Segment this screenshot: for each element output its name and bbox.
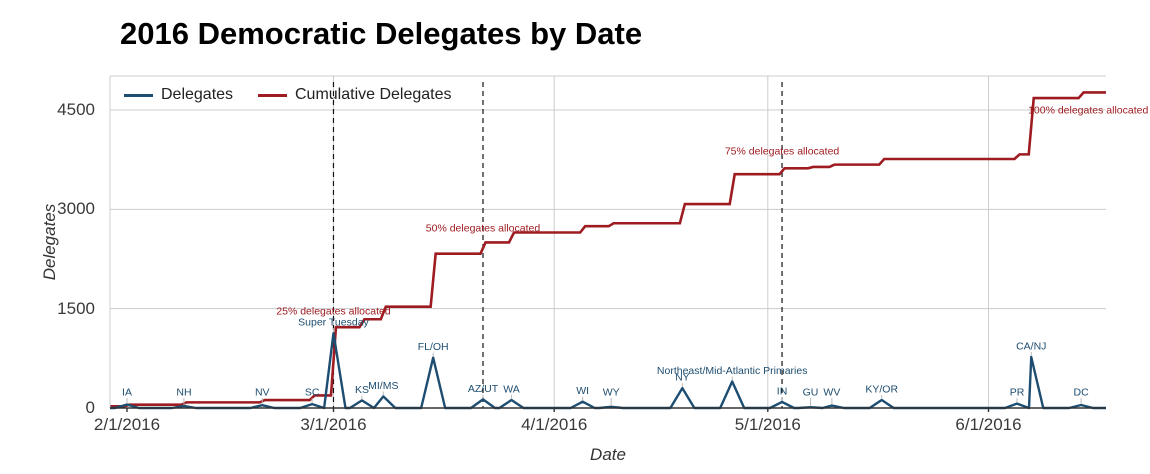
chart-title: 2016 Democratic Delegates by Date	[120, 16, 643, 51]
percent-annotation: 75% delegates allocated	[725, 145, 840, 157]
y-tick-label: 4500	[57, 100, 95, 119]
event-label: IN	[777, 385, 788, 397]
legend-item-delegates: Delegates	[124, 86, 233, 104]
legend: Delegates Cumulative Delegates	[0, 86, 1150, 104]
event-label: NY	[675, 372, 690, 384]
y-tick-label: 1500	[57, 298, 95, 318]
y-tick-label: 3000	[57, 199, 95, 219]
event-label: Northeast/Mid-Atlantic Primaries	[657, 365, 808, 377]
y-tick-label: 0	[85, 398, 95, 417]
percent-annotation: 25% delegates allocated	[276, 305, 391, 317]
x-tick-label: 4/1/2016	[521, 415, 588, 434]
x-axis-title: Date	[590, 445, 626, 464]
event-label: DC	[1073, 387, 1089, 399]
event-label: WV	[823, 387, 840, 399]
cumulative-line-swatch	[258, 93, 287, 97]
event-label: MI/MS	[368, 380, 398, 392]
x-tick-label: 2/1/2016	[93, 415, 161, 434]
x-tick-label: 5/1/2016	[734, 415, 801, 434]
event-label: SC	[305, 387, 320, 399]
event-label: KY/OR	[865, 384, 898, 396]
percent-annotation: 50% delegates allocated	[426, 223, 541, 235]
event-label: AZ/UT	[468, 383, 499, 395]
event-label: FL/OH	[418, 341, 449, 353]
cumulative-delegates-line	[110, 91, 1106, 408]
legend-label-cumulative: Cumulative Delegates	[295, 86, 452, 103]
event-label: PR	[1010, 387, 1025, 399]
y-axis-title: Delegates	[40, 203, 59, 281]
x-tick-label: 3/1/2016	[300, 415, 367, 434]
event-label: KS	[355, 384, 369, 396]
event-label: GU	[803, 387, 819, 399]
event-label: WA	[503, 384, 520, 396]
legend-item-cumulative: Cumulative Delegates	[258, 86, 452, 104]
event-label: IA	[122, 387, 132, 399]
delegates-line-swatch	[124, 93, 153, 97]
legend-label-delegates: Delegates	[161, 86, 234, 103]
event-label: CA/NJ	[1016, 341, 1046, 353]
event-label: NV	[255, 387, 270, 399]
x-tick-label: 6/1/2016	[955, 415, 1022, 434]
percent-annotation: 100% delegates allocated	[1028, 105, 1148, 117]
event-label: Super Tuesday	[298, 317, 369, 329]
event-label: WY	[603, 387, 620, 399]
event-label: WI	[576, 385, 589, 397]
event-label: NH	[176, 387, 191, 399]
